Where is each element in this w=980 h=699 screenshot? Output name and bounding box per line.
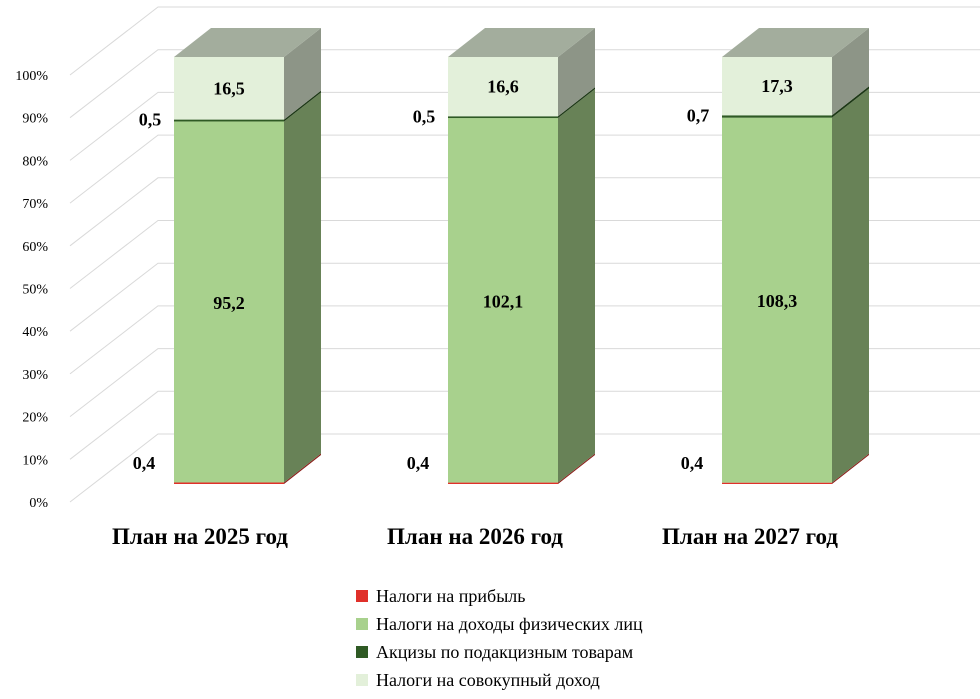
gridlines [69, 6, 980, 503]
legend-label: Налоги на доходы физических лиц [376, 614, 643, 634]
data-label: 16,6 [487, 77, 519, 97]
bar-front [722, 117, 832, 483]
data-label: 0,5 [139, 110, 162, 130]
bar-segment [448, 453, 595, 484]
gridline [69, 6, 980, 76]
gridline [69, 433, 980, 503]
y-tick-label: 50% [22, 283, 48, 298]
bar-front [174, 57, 284, 120]
bar-front [722, 57, 832, 116]
y-tick-label: 80% [22, 154, 48, 169]
y-tick-label: 60% [22, 240, 48, 255]
bar-side [558, 87, 595, 119]
y-tick-label: 90% [22, 112, 48, 127]
legend-swatch [356, 646, 368, 658]
bar-side [832, 453, 869, 484]
legend-label: Налоги на совокупный доход [376, 670, 600, 690]
bar-side [832, 86, 869, 118]
y-tick-label: 20% [22, 411, 48, 426]
y-axis-ticks: 0% 10% 20% 30% 40% 50% 60% 70% 80% 90% 100% [15, 69, 48, 511]
bar-side [284, 453, 321, 484]
data-label: 0,4 [133, 453, 156, 473]
gridline [69, 220, 980, 289]
bar-segment [448, 87, 595, 119]
legend-swatch [356, 590, 368, 602]
bar-segment [174, 453, 321, 484]
bar-side [284, 90, 321, 122]
legend-label: Налоги на прибыль [376, 586, 525, 606]
bar-front [174, 121, 284, 483]
bar-side [558, 28, 595, 117]
legend-item: Налоги на доходы физических лиц [356, 614, 643, 634]
bar-segment [174, 28, 321, 120]
bar-front [174, 482, 284, 484]
y-tick-label: 100% [15, 69, 48, 84]
bar-segment [722, 28, 869, 116]
y-tick-label: 70% [22, 197, 48, 212]
bar-segment [722, 453, 869, 484]
bar-front [448, 118, 558, 483]
bar-segment [174, 90, 321, 122]
legend-swatch [356, 618, 368, 630]
bar-side [832, 88, 869, 483]
data-label: 0,5 [413, 106, 436, 126]
data-labels: 0,4 95,2 0,5 16,5 0,4 102,1 0,5 16,6 0,4 108,3 0,7… [133, 76, 798, 473]
legend-item: Налоги на прибыль [356, 586, 525, 606]
bar-segment [174, 92, 321, 483]
category-labels: План на 2025 год План на 2026 год План на … [112, 524, 838, 549]
gridline [69, 262, 980, 332]
data-label: 102,1 [483, 291, 524, 311]
bar-side [284, 92, 321, 483]
legend-item: Налоги на совокупный доход [356, 670, 600, 690]
gridline [69, 177, 980, 247]
gridline [69, 348, 980, 417]
bar-front [722, 482, 832, 484]
data-label: 108,3 [757, 291, 798, 311]
bar-segment [722, 88, 869, 483]
data-label: 0,7 [687, 105, 710, 125]
bar-top [722, 28, 869, 57]
bar-side [284, 28, 321, 120]
bar-front [448, 57, 558, 117]
bar-segment [722, 86, 869, 118]
bar-front [722, 115, 832, 118]
bar-front [448, 116, 558, 119]
bar-top [448, 28, 595, 57]
bar-side [832, 28, 869, 116]
gridline [69, 91, 980, 161]
gridline [69, 390, 980, 460]
bar-top [174, 28, 321, 57]
category-label: План на 2025 год [112, 524, 288, 549]
category-label: План на 2027 год [662, 524, 838, 549]
bar-front [448, 482, 558, 484]
y-tick-label: 30% [22, 368, 48, 383]
bar-side [558, 89, 595, 483]
bars [174, 28, 869, 484]
gridline [69, 134, 980, 204]
legend-swatch [356, 674, 368, 686]
category-label: План на 2026 год [387, 524, 563, 549]
gridline [69, 49, 980, 119]
data-label: 95,2 [213, 293, 245, 313]
data-label: 0,4 [681, 453, 704, 473]
bar-side [558, 453, 595, 484]
data-label: 16,5 [213, 78, 245, 98]
y-tick-label: 40% [22, 325, 48, 340]
gridline [69, 305, 980, 375]
bar-front [174, 119, 284, 122]
y-tick-label: 10% [22, 453, 48, 468]
bar-segment [448, 89, 595, 483]
legend-label: Акцизы по подакцизным товарам [376, 642, 633, 662]
legend-item: Акцизы по подакцизным товарам [356, 642, 633, 662]
data-label: 0,4 [407, 453, 430, 473]
legend: Налоги на прибыль Налоги на доходы физиче… [356, 586, 643, 690]
data-label: 17,3 [761, 76, 793, 96]
bar-segment [448, 28, 595, 117]
y-tick-label: 0% [29, 496, 48, 511]
